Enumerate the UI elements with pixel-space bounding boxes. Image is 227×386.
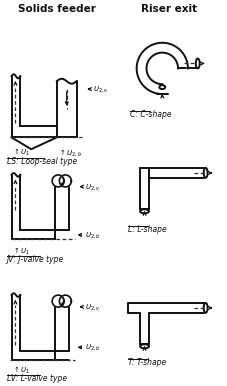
Text: $U_{2,b}$: $U_{2,b}$ [85,230,101,240]
Text: $U_{2,v}$: $U_{2,v}$ [85,302,101,312]
Text: Riser exit: Riser exit [141,4,197,14]
Text: LV: L-valve type: LV: L-valve type [7,374,67,383]
Text: Solids feeder: Solids feeder [18,4,96,14]
Text: C: C-shape: C: C-shape [130,110,171,119]
Text: $\uparrow U_1$: $\uparrow U_1$ [12,147,30,158]
Text: $U_{2,b}$: $U_{2,b}$ [85,342,101,352]
Text: $U_{2,v}$: $U_{2,v}$ [93,84,109,94]
Text: LS: Loop-seal type: LS: Loop-seal type [7,157,77,166]
Text: JV: J-valve type: JV: J-valve type [7,255,64,264]
Text: $\uparrow U_{2,b}$: $\uparrow U_{2,b}$ [58,147,82,158]
Text: $\uparrow U_1$: $\uparrow U_1$ [12,246,30,257]
Text: $U_{2,v}$: $U_{2,v}$ [85,182,101,191]
Text: $\uparrow U_1$: $\uparrow U_1$ [12,365,30,376]
Text: T: T-shape: T: T-shape [128,358,166,367]
Text: L: L-shape: L: L-shape [128,225,167,234]
